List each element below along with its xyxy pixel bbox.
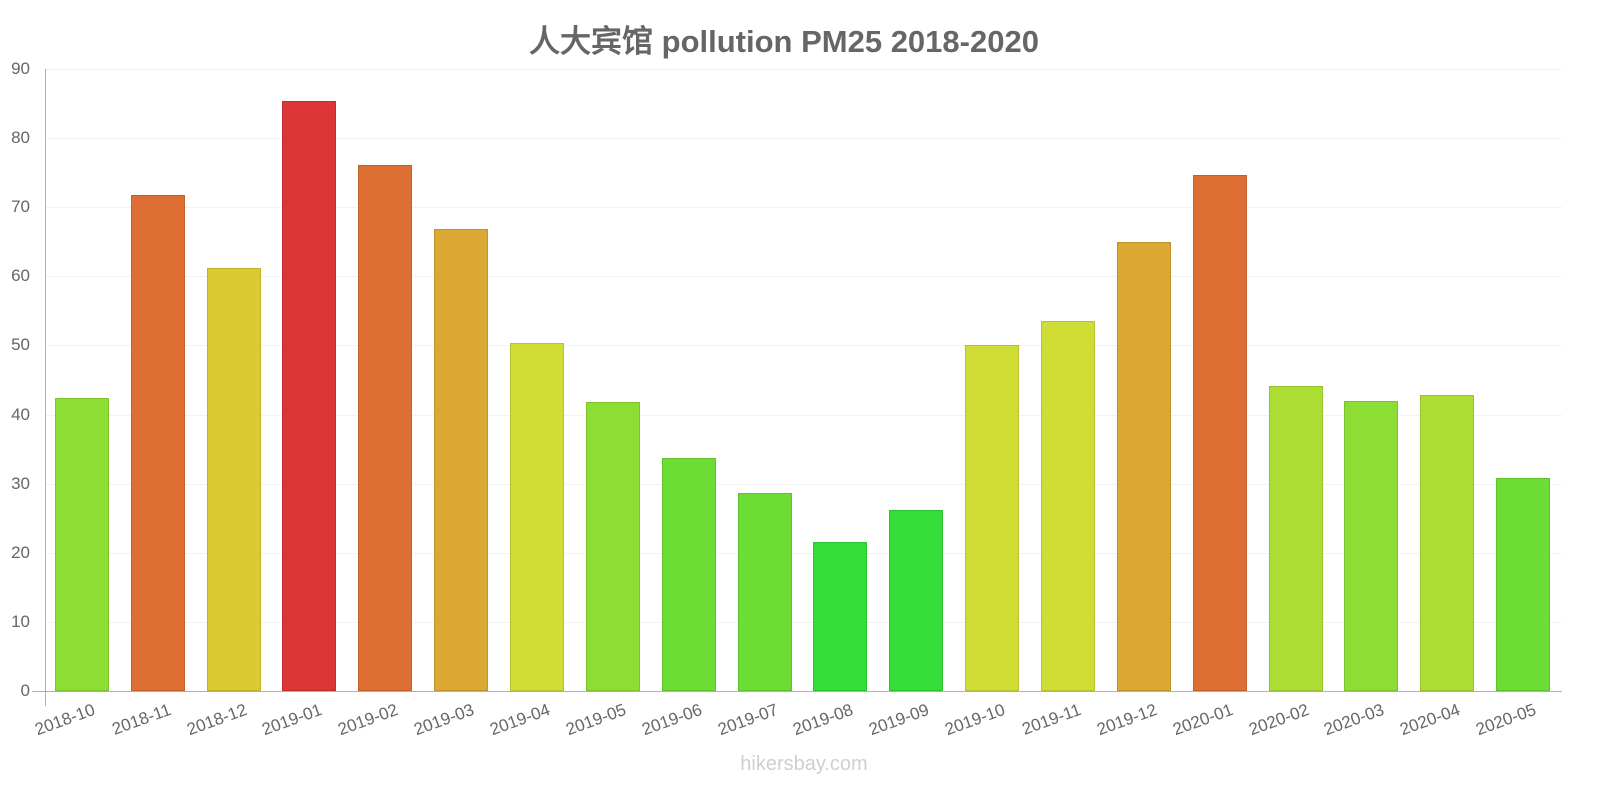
watermark: hikersbay.com [740, 753, 868, 775]
x-tick-label: 2019-03 [411, 700, 477, 740]
x-tick-label: 2018-10 [32, 700, 98, 740]
bar-2020-03[interactable] [1344, 401, 1399, 691]
y-tick-label: 80 [11, 128, 30, 148]
x-tick-label: 2020-03 [1321, 700, 1387, 740]
y-tick-label: 10 [11, 611, 30, 631]
bar-2019-01[interactable] [282, 101, 337, 691]
x-axis-line [32, 691, 1562, 692]
x-tick-label: 2020-05 [1473, 700, 1539, 740]
bar-2020-01[interactable] [1192, 174, 1247, 691]
x-tick-label: 2019-07 [714, 700, 781, 740]
x-tick-label: 2019-02 [335, 700, 401, 740]
y-tick-label: 40 [11, 404, 30, 424]
bar-2020-02[interactable] [1268, 386, 1323, 691]
gridline [45, 138, 1562, 140]
bar-2019-12[interactable] [1116, 242, 1171, 691]
y-tick-label: 0 [20, 681, 30, 700]
x-tick-label: 2019-06 [639, 700, 705, 740]
y-axis-line [45, 69, 46, 706]
gridline [45, 69, 1562, 70]
x-tick-label: 2019-01 [259, 700, 325, 740]
y-tick-label: 30 [11, 473, 30, 493]
x-tick-label: 2019-05 [563, 700, 629, 740]
gridline [45, 621, 1562, 623]
bar-2018-10[interactable] [54, 397, 109, 691]
bar-2020-04[interactable] [1420, 395, 1475, 691]
x-tick-label: 2019-11 [1019, 700, 1084, 739]
x-tick-label: 2019-12 [1094, 700, 1160, 740]
chart-title: 人大宾馆 pollution PM25 2018-2020 [529, 24, 1039, 59]
x-tick-label: 2020-02 [1245, 700, 1312, 740]
x-tick-label: 2018-11 [109, 700, 174, 739]
x-tick-label: 2020-04 [1397, 700, 1463, 740]
gridline [45, 483, 1562, 485]
bar-2019-05[interactable] [585, 402, 640, 691]
bar-2019-03[interactable] [434, 228, 489, 691]
bar-2019-06[interactable] [661, 458, 716, 691]
gridline [45, 552, 1562, 554]
bar-2019-11[interactable] [1040, 321, 1095, 691]
bar-2018-12[interactable] [206, 268, 261, 691]
bar-2019-10[interactable] [965, 344, 1020, 691]
x-tick-label: 2019-10 [942, 700, 1008, 740]
y-tick-label: 70 [11, 197, 30, 217]
gridline [45, 414, 1562, 416]
y-tick-label: 60 [11, 266, 30, 286]
bar-2019-09[interactable] [889, 509, 944, 691]
gridline [45, 207, 1562, 209]
y-tick-label: 90 [11, 59, 30, 78]
x-tick-label: 2019-04 [487, 700, 553, 740]
bar-2020-05[interactable] [1496, 478, 1551, 691]
bar-2018-11[interactable] [130, 194, 185, 691]
gridline [45, 276, 1562, 278]
x-tick-label: 2020-01 [1170, 700, 1236, 740]
x-tick-label: 2019-08 [790, 700, 856, 740]
bar-2019-07[interactable] [737, 492, 792, 691]
plot-area [45, 69, 1562, 691]
bar-2019-04[interactable] [510, 342, 565, 691]
y-tick-label: 20 [11, 542, 30, 562]
x-tick-label: 2019-09 [866, 700, 932, 740]
bar-2019-02[interactable] [358, 165, 413, 691]
y-tick-label: 50 [11, 335, 30, 355]
gridline [45, 345, 1562, 347]
bar-2019-08[interactable] [813, 541, 868, 691]
x-tick-label: 2018-12 [183, 700, 250, 740]
